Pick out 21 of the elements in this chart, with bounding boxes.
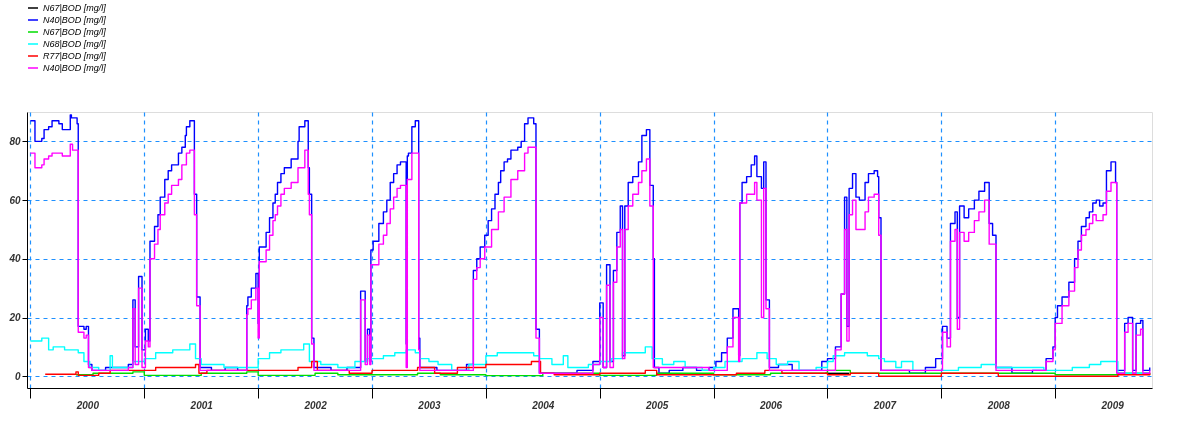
x-tick-label: 2000 bbox=[75, 399, 100, 411]
legend-label: N67|BOD [mg/l] bbox=[43, 27, 107, 37]
legend-label: N68|BOD [mg/l] bbox=[43, 39, 107, 49]
legend-label: N67|BOD [mg/l] bbox=[43, 3, 107, 13]
legend-label: R77|BOD [mg/l] bbox=[43, 51, 107, 61]
y-tick-label: 20 bbox=[8, 312, 21, 324]
y-tick-label: 40 bbox=[8, 253, 21, 265]
x-tick-label: 2005 bbox=[645, 399, 669, 411]
y-tick-label: 60 bbox=[9, 194, 21, 206]
legend-label: N40|BOD [mg/l] bbox=[43, 63, 107, 73]
x-tick-label: 2007 bbox=[872, 399, 897, 411]
y-tick-label: 80 bbox=[9, 135, 21, 147]
x-tick-label: 2006 bbox=[758, 399, 783, 411]
x-tick-label: 2003 bbox=[417, 399, 442, 411]
x-tick-label: 2009 bbox=[1100, 399, 1125, 411]
x-tick-label: 2002 bbox=[303, 399, 328, 411]
x-tick-label: 2001 bbox=[189, 399, 214, 411]
x-tick-label: 2008 bbox=[986, 399, 1011, 411]
legend-label: N40|BOD [mg/l] bbox=[43, 15, 107, 25]
x-tick-label: 2004 bbox=[531, 399, 555, 411]
y-tick-label: 0 bbox=[14, 370, 21, 382]
